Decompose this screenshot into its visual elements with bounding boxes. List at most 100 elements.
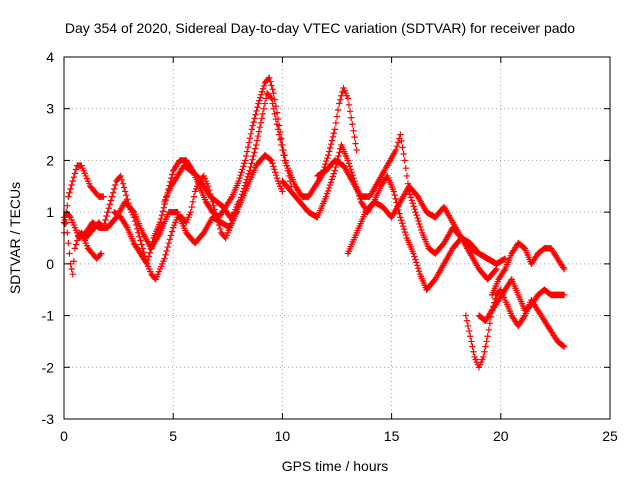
data-point [334, 106, 342, 114]
data-point [390, 188, 397, 195]
data-point [463, 317, 471, 324]
data-point [104, 208, 111, 216]
data-point [275, 131, 283, 138]
data-point [133, 225, 141, 233]
data-point [159, 208, 167, 215]
data-point [66, 212, 73, 220]
y-tick-label: 2 [46, 152, 54, 168]
data-point [146, 249, 153, 256]
data-point [253, 107, 260, 115]
data-point [322, 160, 329, 168]
data-point [269, 86, 276, 93]
plot-frame [63, 56, 611, 420]
data-point [256, 123, 264, 131]
data-point [344, 157, 352, 164]
data-point [401, 157, 408, 164]
y-tick-label: 1 [46, 204, 54, 220]
data-point [391, 191, 398, 199]
data-point [485, 326, 492, 333]
data-point [409, 200, 417, 207]
data-point [481, 348, 488, 355]
data-point [253, 137, 261, 144]
data-point [118, 176, 126, 184]
data-point [145, 253, 153, 260]
data-point [123, 222, 130, 230]
data-point [68, 265, 75, 273]
data-point [164, 243, 171, 251]
data-point [399, 144, 406, 151]
x-tick-label: 0 [60, 428, 68, 444]
data-point [123, 192, 130, 199]
data-point [125, 199, 132, 207]
data-point [470, 348, 477, 355]
data-point [413, 262, 421, 269]
data-point [247, 163, 254, 171]
data-point [278, 141, 285, 149]
data-point [501, 267, 508, 274]
data-point [414, 214, 421, 222]
data-point [411, 205, 418, 213]
data-point [267, 156, 274, 163]
chart-title: Day 354 of 2020, Sidereal Day-to-day VTE… [65, 20, 575, 36]
data-point [346, 108, 354, 115]
data-point [67, 185, 74, 193]
data-point [105, 205, 112, 212]
series-arc-5 [111, 74, 295, 268]
data-point [328, 137, 336, 144]
data-point [109, 189, 117, 196]
series-arc-2 [60, 214, 105, 278]
data-point [350, 127, 357, 134]
data-point [277, 136, 284, 143]
data-point [482, 343, 489, 350]
data-point [397, 214, 404, 221]
data-point [272, 169, 279, 176]
data-point [234, 205, 241, 213]
data-point [108, 193, 116, 200]
data-point [137, 237, 144, 244]
data-point [72, 241, 80, 248]
data-point [330, 170, 338, 177]
data-point [68, 181, 75, 189]
data-point [327, 140, 335, 148]
data-point [238, 194, 245, 201]
data-point [349, 121, 356, 128]
data-point [273, 121, 281, 128]
data-point [252, 145, 259, 152]
data-point [486, 320, 494, 327]
data-point [215, 221, 223, 229]
data-point [243, 176, 251, 183]
data-point [270, 163, 277, 170]
data-point [149, 238, 156, 245]
data-point [328, 176, 336, 183]
data-point [469, 343, 476, 350]
data-point [331, 126, 339, 133]
data-point [243, 152, 250, 160]
data-point [103, 212, 110, 220]
data-point [418, 226, 425, 234]
y-tick-label: -3 [42, 411, 55, 427]
data-point [412, 208, 419, 216]
data-point [326, 148, 333, 155]
data-point [252, 141, 260, 149]
data-point [326, 181, 334, 189]
data-point [280, 152, 287, 159]
x-axis-label: GPS time / hours [282, 458, 389, 474]
data-point [138, 241, 145, 248]
data-point [392, 195, 399, 203]
data-point [329, 133, 337, 140]
y-tick-label: 4 [46, 49, 54, 65]
data-point [169, 171, 176, 178]
data-point [245, 170, 252, 177]
data-point [271, 166, 278, 173]
data-point [398, 217, 405, 224]
data-point [268, 95, 275, 102]
data-point [257, 94, 264, 101]
data-point [269, 160, 276, 167]
data-point [144, 256, 152, 264]
data-point [228, 194, 235, 202]
data-point [258, 115, 266, 122]
x-tick-label: 10 [275, 428, 291, 444]
data-point [324, 155, 331, 162]
data-point [250, 152, 257, 160]
